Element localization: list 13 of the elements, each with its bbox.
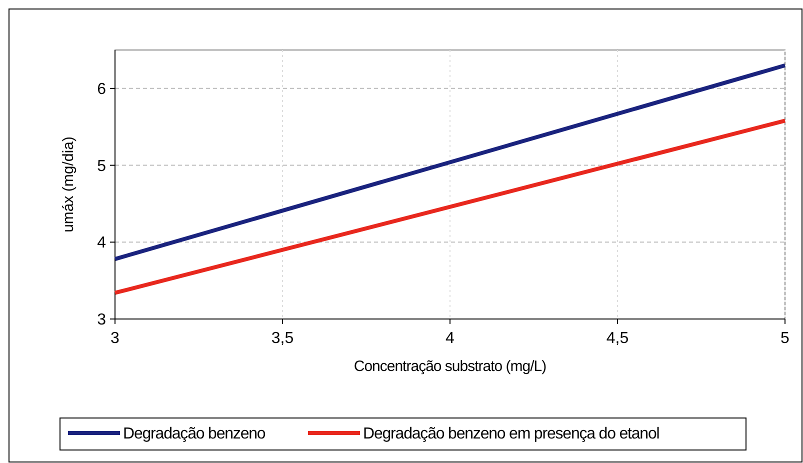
y-tick-label: 5	[97, 158, 106, 175]
x-axis-title: Concentração substrato (mg/L)	[354, 358, 547, 375]
y-axis-title: umáx (mg/dia)	[60, 136, 77, 232]
x-tick-label: 4,5	[606, 330, 629, 347]
y-tick-label: 6	[97, 81, 106, 98]
x-tick-label: 5	[780, 330, 790, 347]
x-tick-label: 3	[110, 330, 120, 347]
y-tick-label: 4	[97, 234, 106, 252]
legend-label: Degradação benzeno em presença do etanol	[363, 426, 660, 443]
x-tick-label: 3,5	[271, 330, 294, 347]
legend-label: Degradação benzeno	[123, 426, 266, 443]
x-tick-label: 4	[446, 330, 455, 347]
y-tick-label: 3	[97, 312, 106, 329]
